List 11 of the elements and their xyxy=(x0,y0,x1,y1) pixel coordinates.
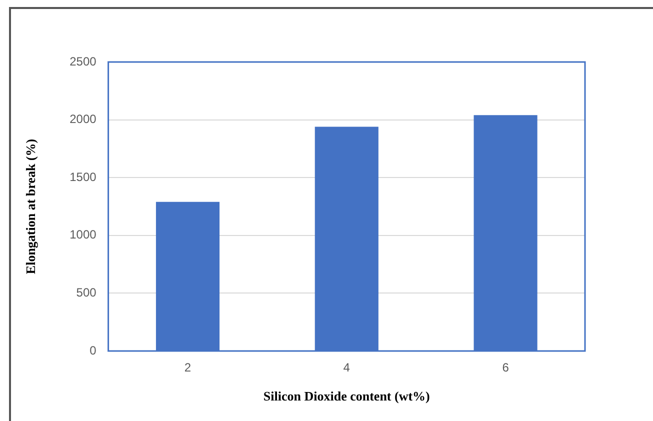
y-tick-label: 0 xyxy=(90,343,97,358)
y-tick-label: 2500 xyxy=(70,54,97,68)
x-tick-label: 4 xyxy=(343,360,350,375)
x-tick-label: 6 xyxy=(502,360,510,375)
y-tick-label: 1000 xyxy=(70,228,97,242)
y-tick-label: 2000 xyxy=(70,112,97,126)
y-tick-label: 500 xyxy=(76,286,97,300)
y-axis-title: Elongation at break (%) xyxy=(23,138,38,274)
y-tick-label: 1500 xyxy=(70,170,97,184)
x-tick-label: 2 xyxy=(184,360,192,375)
x-axis-title: Silicon Dioxide content (wt%) xyxy=(263,388,430,404)
